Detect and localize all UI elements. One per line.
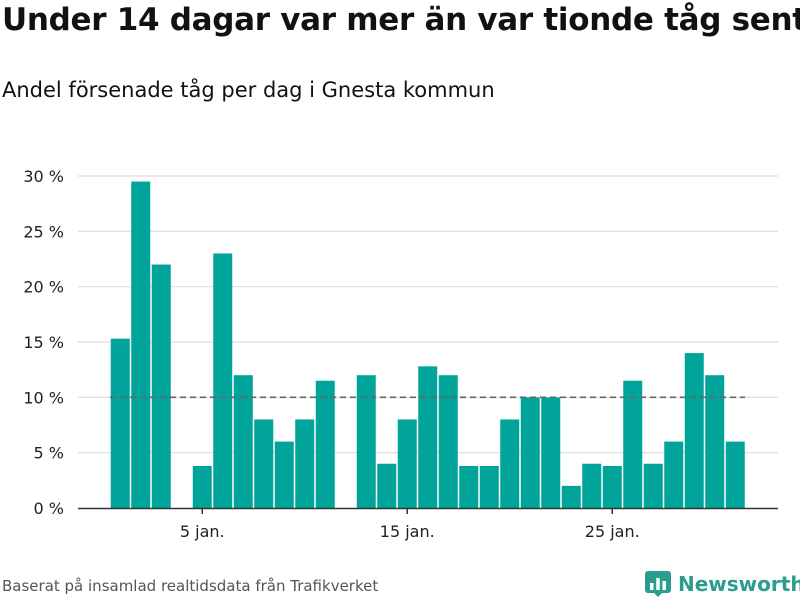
bar — [643, 463, 663, 508]
y-tick-label: 30 % — [23, 167, 64, 186]
bar — [520, 397, 540, 508]
bar — [561, 485, 581, 508]
bars — [110, 181, 745, 509]
bar — [582, 463, 602, 508]
bar — [725, 441, 745, 508]
y-tick-label: 10 % — [23, 388, 64, 407]
bar-chart-logo-icon — [645, 571, 671, 597]
y-tick-label: 0 % — [34, 499, 64, 518]
bar — [110, 338, 130, 508]
bar — [151, 264, 171, 508]
bar — [438, 375, 458, 508]
bar — [418, 366, 438, 508]
bar — [397, 419, 417, 508]
bar — [377, 463, 397, 508]
brand-name: Newsworthy — [678, 572, 800, 596]
bar — [295, 419, 315, 508]
chart-subtitle: Andel försenade tåg per dag i Gnesta kom… — [2, 78, 495, 102]
x-tick-label: 5 jan. — [180, 522, 225, 541]
x-axis-ticks: 5 jan. 15 jan. 25 jan. — [180, 508, 640, 541]
bar — [541, 397, 561, 508]
bar — [479, 465, 499, 508]
bar — [684, 353, 704, 508]
y-axis-ticks: 0 % 5 % 10 % 15 % 20 % 25 % 30 % — [23, 167, 64, 518]
y-tick-label: 5 % — [34, 444, 64, 463]
bar — [705, 375, 725, 508]
bar — [500, 419, 520, 508]
bar — [602, 465, 622, 508]
bar — [233, 375, 253, 508]
bar — [213, 253, 233, 508]
x-tick-label: 25 jan. — [585, 522, 640, 541]
bar-chart: 0 % 5 % 10 % 15 % 20 % 25 % 30 % 5 jan. 15 jan.… — [23, 167, 778, 541]
bar — [131, 181, 151, 509]
bar — [459, 465, 479, 508]
bar — [254, 419, 274, 508]
bar — [664, 441, 684, 508]
bar — [274, 441, 294, 508]
source-note: Baserat på insamlad realtidsdata från Tr… — [2, 577, 379, 595]
y-tick-label: 25 % — [23, 222, 64, 241]
x-tick-label: 15 jan. — [380, 522, 435, 541]
y-tick-label: 15 % — [23, 333, 64, 352]
y-tick-label: 20 % — [23, 278, 64, 297]
chart-title: Under 14 dagar var mer än var tionde tåg… — [2, 2, 800, 38]
brand-logo[interactable]: Newsworthy — [644, 570, 800, 598]
bar — [623, 380, 643, 508]
bar — [315, 380, 335, 508]
bar — [192, 465, 212, 508]
bar — [356, 375, 376, 508]
